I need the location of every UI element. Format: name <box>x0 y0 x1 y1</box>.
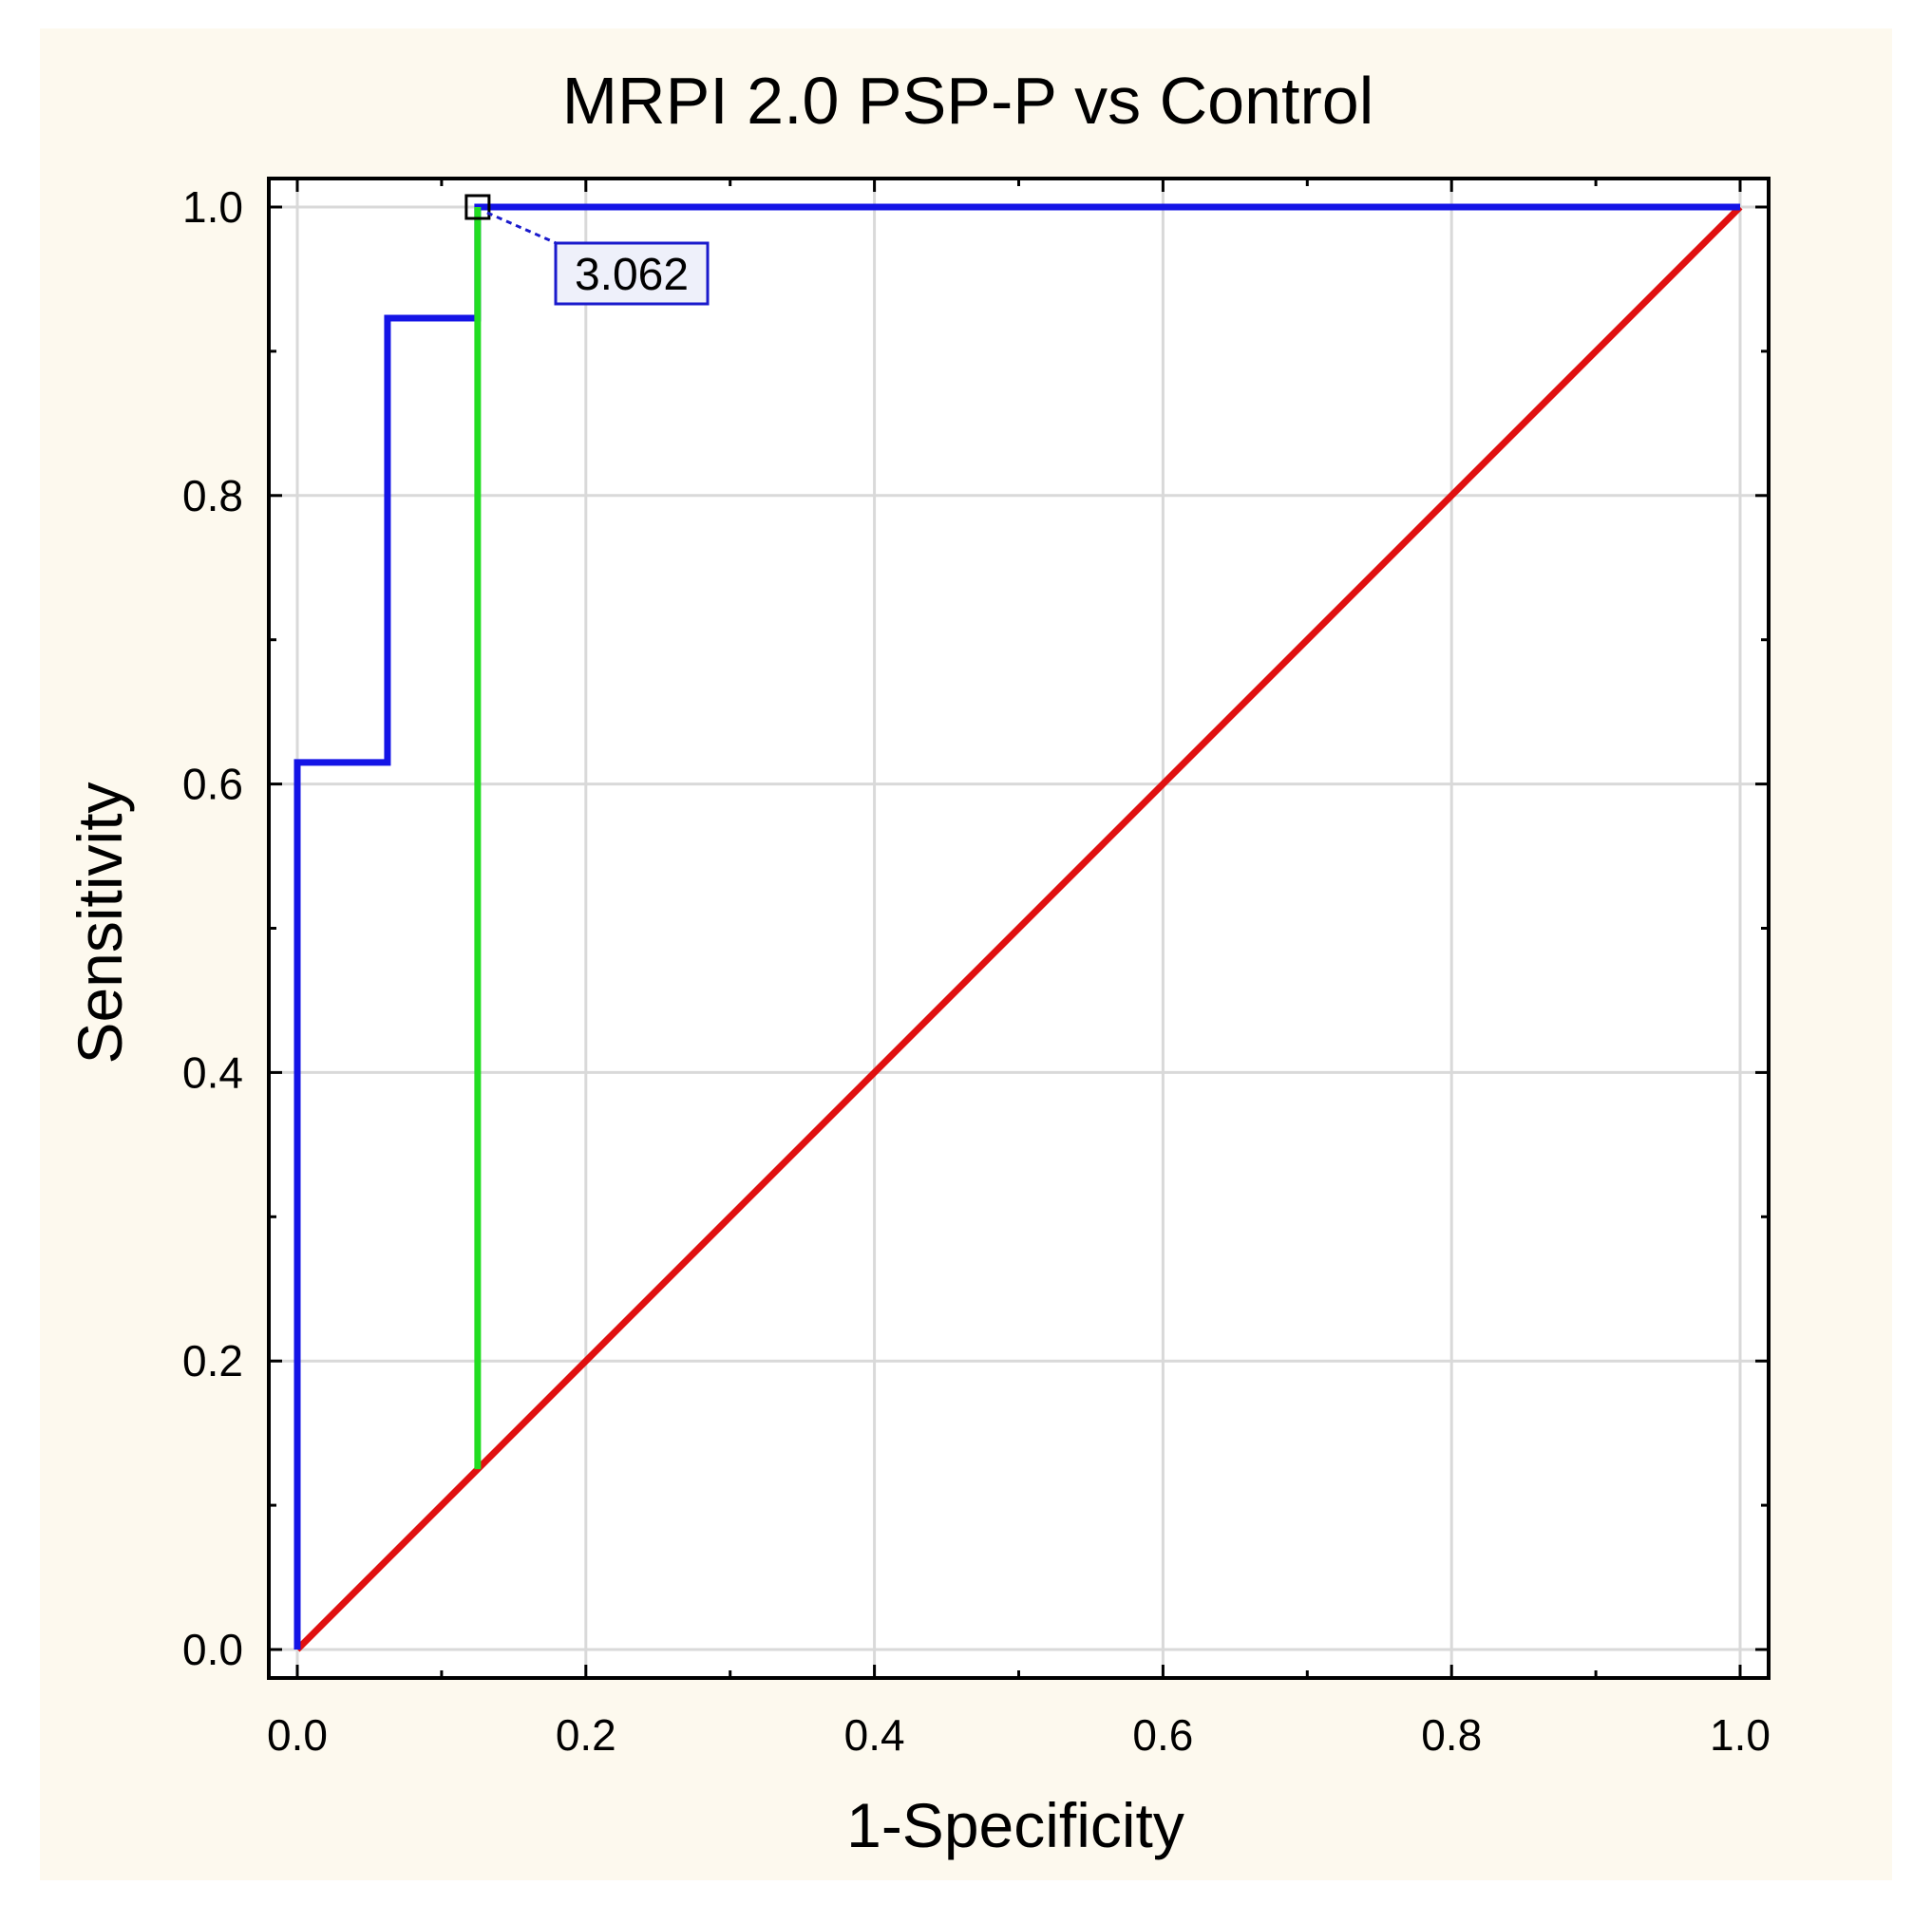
x-tick-label: 1.0 <box>1710 1710 1771 1760</box>
y-tick-label: 0.2 <box>182 1336 243 1386</box>
callout-box <box>554 241 710 306</box>
plot-frame <box>267 177 1771 1680</box>
x-axis-label: 1-Specificity <box>846 1790 1184 1860</box>
x-tick-label: 0.8 <box>1421 1710 1482 1760</box>
axis-ticks: 0.0 0.2 0.4 0.6 0.8 1.0 0.0 0.2 0.4 0.6 0.8 1.0 <box>182 179 1771 1760</box>
x-tick-label: 0.0 <box>267 1710 328 1760</box>
callout-leader <box>486 211 561 247</box>
y-axis-label: Sensitivity <box>65 782 135 1064</box>
chart-title: MRPI 2.0 PSP-P vs Control <box>562 64 1374 138</box>
series-layer <box>294 203 1743 1652</box>
annotation-layer: 3.062 <box>464 194 710 306</box>
cutoff-value-label: 3.062 <box>575 250 689 300</box>
y-tick-label: 1.0 <box>182 182 243 232</box>
x-tick-label: 0.4 <box>844 1710 905 1760</box>
y-tick-label: 0.0 <box>182 1625 243 1674</box>
x-tick-label: 0.6 <box>1132 1710 1193 1760</box>
y-tick-label: 0.4 <box>182 1047 243 1097</box>
reference-line-line <box>294 204 1743 1652</box>
y-tick-label: 0.8 <box>182 471 243 520</box>
cutoff-marker <box>464 194 491 220</box>
y-tick-label: 0.6 <box>182 760 243 809</box>
x-tick-label: 0.2 <box>556 1710 616 1760</box>
